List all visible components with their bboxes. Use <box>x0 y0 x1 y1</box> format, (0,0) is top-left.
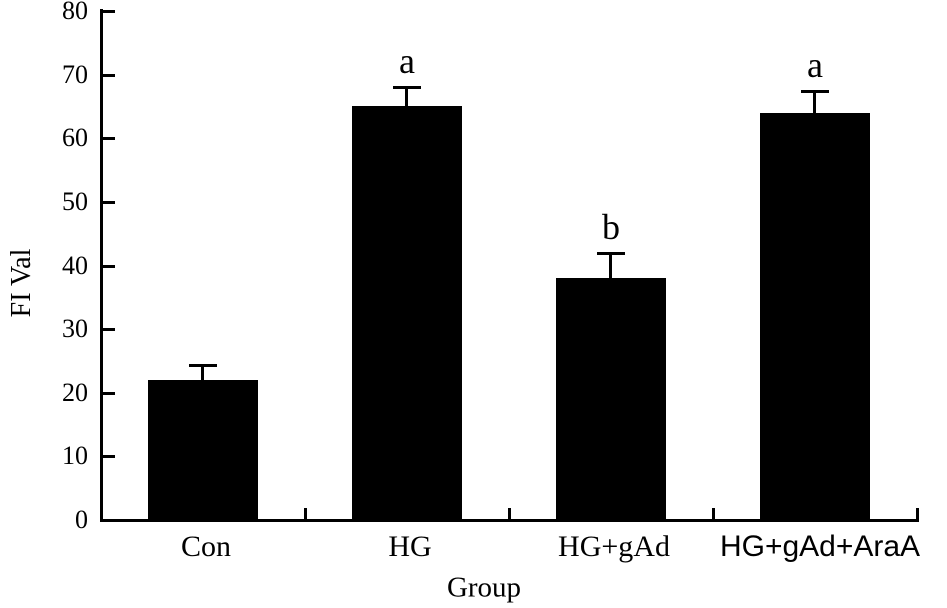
y-tick-20 <box>103 391 115 395</box>
y-tick-40 <box>103 264 115 268</box>
y-tick-70 <box>103 73 115 77</box>
error-bar-line-hg <box>405 87 408 109</box>
significance-letter-hg-gad-araa: a <box>807 44 823 85</box>
y-tick-label-10: 10 <box>62 441 88 471</box>
error-bar-line-con <box>201 365 204 383</box>
significance-letter-hg: a <box>399 41 415 82</box>
error-bar-line-hg-gad <box>609 252 612 281</box>
x-tick-1 <box>304 508 307 520</box>
x-category-label-hg: HG <box>388 530 432 563</box>
error-bar-cap-hg <box>393 86 421 90</box>
x-tick-4 <box>916 508 919 520</box>
y-tick-label-40: 40 <box>62 250 88 280</box>
x-axis-title: Group <box>446 571 522 604</box>
x-axis <box>100 519 919 522</box>
y-tick-label-50: 50 <box>62 186 88 216</box>
y-tick-10 <box>103 455 115 459</box>
y-axis-title: FI Val <box>6 248 37 318</box>
x-category-label-hg-gad-araa: HG+gAd+AraA <box>719 530 921 563</box>
error-bar-cap-hg-gad-araa <box>801 89 829 93</box>
error-bar-line-hg-gad-araa <box>813 90 816 115</box>
significance-letter-hg-gad: b <box>602 206 620 247</box>
error-bar-cap-con <box>189 364 217 368</box>
y-tick-80 <box>103 10 115 13</box>
y-tick-50 <box>103 200 115 204</box>
y-tick-label-30: 30 <box>62 314 88 344</box>
x-category-label-hg-gad: HG+gAd <box>558 530 670 563</box>
y-tick-label-0: 0 <box>75 505 88 534</box>
y-tick-30 <box>103 328 115 332</box>
bar-hg-gad-araa <box>760 112 870 521</box>
x-category-label-con: Con <box>180 530 232 563</box>
y-tick-label-20: 20 <box>62 377 88 407</box>
y-axis <box>100 9 103 522</box>
bar-hg <box>352 106 462 521</box>
x-tick-3 <box>712 508 715 520</box>
bar-hg-gad <box>556 278 666 521</box>
y-tick-60 <box>103 137 115 141</box>
error-bar-cap-hg-gad <box>597 251 625 255</box>
y-tick-label-80: 80 <box>62 0 88 25</box>
x-tick-2 <box>508 508 511 520</box>
bar-con <box>148 380 258 521</box>
y-tick-label-60: 60 <box>62 123 88 153</box>
y-tick-label-70: 70 <box>62 59 88 89</box>
